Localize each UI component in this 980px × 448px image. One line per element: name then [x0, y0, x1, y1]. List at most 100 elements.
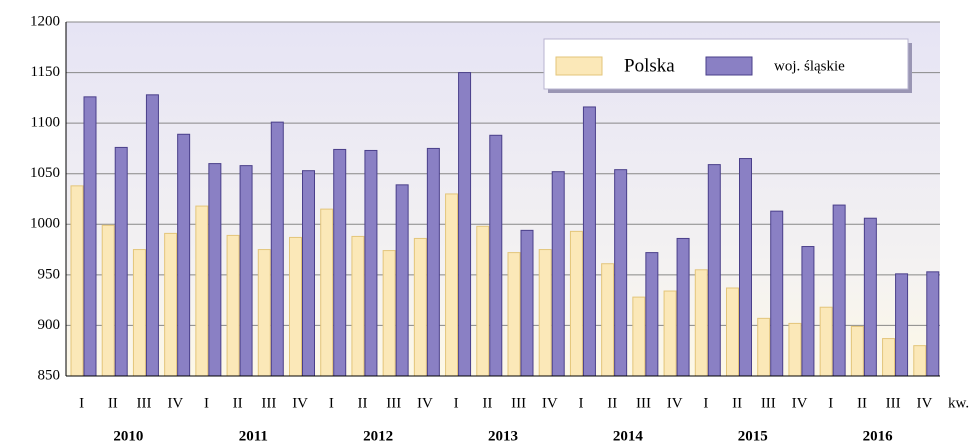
bar: [364, 149, 378, 377]
x-tick-label: II: [732, 395, 742, 411]
bar: [694, 269, 708, 377]
x-tick-label: IV: [792, 395, 808, 411]
bar: [645, 252, 659, 377]
x-tick-label: III: [511, 395, 526, 411]
bar: [426, 147, 440, 377]
bar: [114, 146, 128, 377]
bar: [913, 345, 927, 377]
x-tick-label: III: [261, 395, 276, 411]
x-tick-label: I: [579, 395, 584, 411]
bar: [458, 72, 472, 377]
year-label: 2011: [239, 428, 268, 444]
x-tick-label: I: [79, 395, 84, 411]
bar: [101, 224, 115, 377]
bar: [83, 96, 97, 377]
bar: [520, 229, 534, 377]
bar: [208, 163, 222, 377]
x-tick-label: III: [886, 395, 901, 411]
bar: [351, 235, 365, 377]
bar: [239, 165, 253, 377]
bar: [333, 148, 347, 377]
x-tick-label: III: [386, 395, 401, 411]
x-tick-label: I: [329, 395, 334, 411]
year-label: 2015: [738, 428, 768, 444]
bar: [739, 158, 752, 377]
x-tick-label: IV: [916, 395, 932, 411]
x-axis-label: kw.: [948, 395, 969, 411]
bar: [788, 322, 802, 377]
bar: [132, 249, 146, 377]
bar: [850, 325, 864, 377]
x-tick-label: III: [137, 395, 152, 411]
year-label: 2016: [863, 428, 894, 444]
bar: [757, 317, 771, 377]
x-tick-label: I: [703, 395, 708, 411]
bar: [663, 290, 677, 377]
x-tick-label: II: [108, 395, 118, 411]
bar: [926, 271, 940, 377]
y-tick-label: 1100: [31, 115, 60, 131]
bar: [569, 230, 583, 377]
bar: [289, 236, 302, 377]
x-tick-label: IV: [167, 395, 183, 411]
bar: [382, 250, 396, 377]
year-label: 2010: [113, 428, 143, 444]
x-tick-label: II: [857, 395, 867, 411]
bar: [832, 204, 846, 377]
bar: [145, 94, 159, 377]
bar: [863, 217, 877, 377]
x-tick-label: II: [482, 395, 492, 411]
y-tick-label: 950: [38, 266, 61, 282]
bar: [302, 170, 315, 377]
bar: [882, 338, 896, 377]
bar: [164, 232, 178, 377]
legend-swatch: [555, 56, 603, 76]
bar: [676, 237, 690, 377]
legend-label: Polska: [624, 55, 675, 76]
y-tick-label: 900: [38, 317, 61, 333]
x-tick-label: I: [454, 395, 459, 411]
year-label: 2012: [363, 428, 393, 444]
y-tick-label: 1050: [30, 165, 60, 181]
x-tick-label: IV: [667, 395, 683, 411]
bar: [770, 210, 784, 377]
x-tick-label: III: [636, 395, 651, 411]
bar: [707, 164, 721, 377]
year-label: 2014: [613, 428, 644, 444]
bar: [413, 237, 427, 377]
bar: [819, 306, 833, 377]
bar: [257, 249, 271, 377]
y-tick-label: 1000: [30, 216, 60, 232]
bar: [632, 296, 646, 377]
x-tick-label: II: [358, 395, 368, 411]
y-tick-label: 1200: [30, 13, 60, 29]
bar: [601, 263, 615, 377]
bar: [320, 208, 334, 377]
x-tick-label: II: [607, 395, 617, 411]
bar: [489, 134, 503, 377]
bar: [726, 287, 739, 377]
year-label: 2013: [488, 428, 518, 444]
legend-label: woj. śląskie: [774, 58, 845, 74]
bar: [801, 246, 815, 377]
x-tick-label: II: [233, 395, 243, 411]
bar: [551, 171, 565, 377]
bar: [177, 133, 191, 377]
x-tick-label: IV: [542, 395, 558, 411]
bar: [70, 185, 84, 377]
y-tick-label: 850: [38, 367, 61, 383]
bar: [614, 169, 628, 377]
bar: [270, 121, 284, 377]
bar: [195, 205, 209, 377]
x-tick-label: III: [761, 395, 776, 411]
bar: [395, 184, 409, 377]
bar: [582, 106, 596, 377]
bar: [476, 225, 490, 377]
bar: [538, 249, 552, 377]
x-tick-label: I: [204, 395, 209, 411]
x-tick-label: IV: [417, 395, 433, 411]
bar: [895, 273, 909, 377]
bar: [226, 234, 240, 377]
bar: [507, 252, 521, 377]
